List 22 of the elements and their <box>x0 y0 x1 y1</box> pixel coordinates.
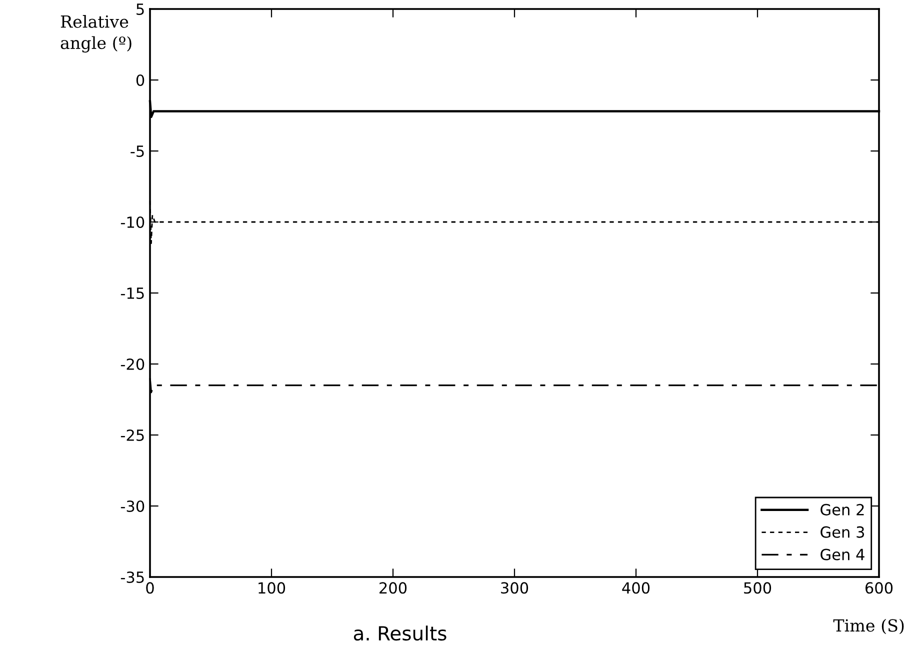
x-tick-label: 500 <box>744 582 772 594</box>
x-tick-label: 0 <box>146 582 154 594</box>
x-tick-label: 100 <box>258 582 286 594</box>
y-tick-label: 5 <box>136 4 144 16</box>
y-tick-label: -10 <box>120 216 144 228</box>
y-tick-label: 0 <box>136 74 144 86</box>
y-tick-label: -15 <box>120 288 144 300</box>
text: a. Results <box>354 626 446 641</box>
y-tick-label: -20 <box>120 358 144 370</box>
legend-label: Gen 3 <box>820 526 864 538</box>
x-tick-label: 600 <box>865 582 893 594</box>
x-tick-label: 200 <box>380 582 407 594</box>
legend-label: Gen 4 <box>820 548 864 560</box>
y-tick-label: -5 <box>130 146 144 158</box>
y-tick-label: -35 <box>120 571 144 584</box>
legend-label: Gen 2 <box>820 504 864 516</box>
x-axis-title: Time (S) <box>833 618 904 634</box>
x-tick-label: 300 <box>501 582 528 594</box>
y-tick-label: -30 <box>120 500 144 512</box>
y-tick-label: -25 <box>120 429 144 442</box>
x-tick-label: 400 <box>622 582 650 594</box>
y-axis-title: Relative angle (º) <box>60 15 132 53</box>
